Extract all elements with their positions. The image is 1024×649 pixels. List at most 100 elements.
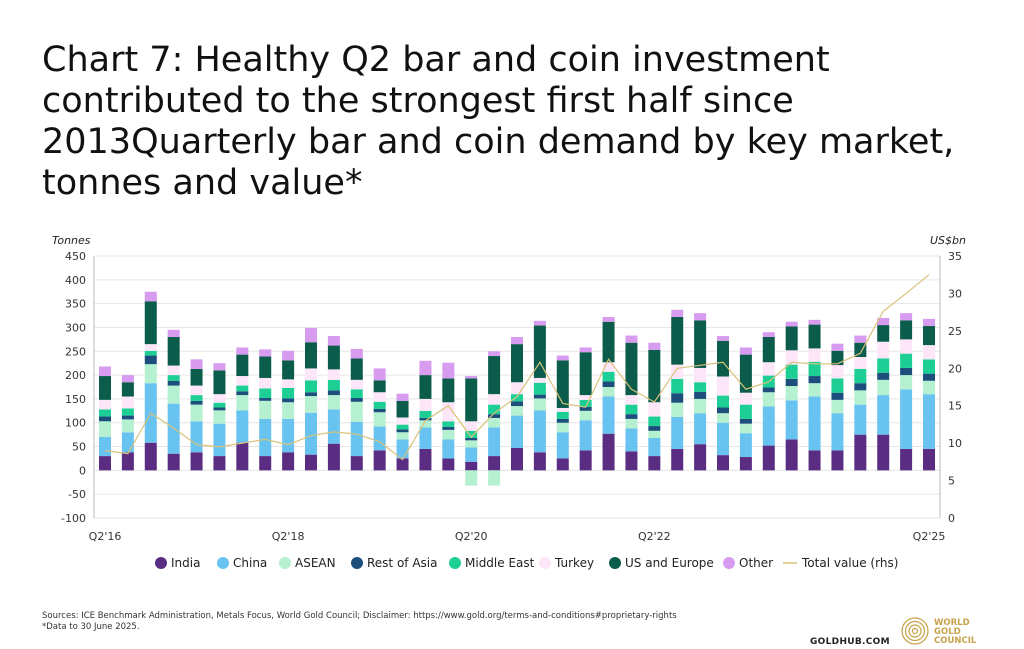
bar-segment-india bbox=[831, 450, 844, 471]
y-tick-label: 150 bbox=[65, 393, 86, 406]
bar-segment-middle-east bbox=[877, 358, 890, 373]
y-tick-label: 0 bbox=[79, 464, 86, 477]
bar-segment-asean bbox=[350, 401, 363, 422]
bar-segment-us-and-europe bbox=[259, 356, 272, 378]
bar-segment-middle-east bbox=[327, 379, 340, 391]
bar-segment-rest-of-asia bbox=[373, 408, 386, 413]
y-tick-label: 200 bbox=[65, 369, 86, 382]
bar-segment-turkey bbox=[533, 377, 546, 383]
bar-segment-china bbox=[99, 437, 111, 457]
bar-segment-asean bbox=[259, 400, 272, 419]
bar-segment-turkey bbox=[144, 344, 157, 351]
y2-tick-label: 30 bbox=[948, 287, 962, 300]
bar-segment-other bbox=[877, 317, 890, 326]
bar-segment-turkey bbox=[99, 399, 111, 410]
bar-segment-us-and-europe bbox=[808, 324, 821, 349]
goldhub-link[interactable]: GOLDHUB.COM bbox=[810, 637, 890, 647]
bar-segment-other bbox=[167, 329, 180, 337]
logo-line-3: COUNCIL bbox=[934, 636, 977, 646]
bar-segment-other bbox=[190, 359, 203, 369]
bar-segment-india bbox=[625, 451, 638, 471]
bar-segment-middle-east bbox=[282, 387, 295, 399]
bar-segment-india bbox=[579, 450, 592, 471]
bar-segment-other bbox=[717, 336, 729, 341]
bar-segment-india bbox=[305, 454, 317, 471]
legend-label: India bbox=[171, 556, 200, 570]
bar-segment-negative-us-and-europe- bbox=[465, 470, 478, 486]
world-gold-council-logo-icon bbox=[901, 617, 929, 645]
bar-segment-middle-east bbox=[373, 401, 386, 409]
bar-segment-india bbox=[900, 448, 913, 471]
bar-segment-india bbox=[190, 452, 203, 471]
bar-segment-middle-east bbox=[694, 382, 707, 392]
bar-segment-rest-of-asia bbox=[442, 427, 455, 430]
y-tick-label: 450 bbox=[65, 250, 86, 263]
bar-segment-china bbox=[121, 432, 134, 453]
bar-segment-china bbox=[694, 413, 707, 445]
bar-segment-china bbox=[648, 437, 661, 457]
total-value-line bbox=[104, 274, 930, 461]
bar-segment-turkey bbox=[694, 367, 707, 383]
bar-segment-us-and-europe bbox=[236, 354, 249, 377]
bar-segment-china bbox=[259, 418, 272, 457]
bar-segment-middle-east bbox=[442, 421, 455, 428]
bar-segment-rest-of-asia bbox=[717, 407, 729, 414]
bar-segment-rest-of-asia bbox=[625, 414, 638, 419]
bar-segment-rest-of-asia bbox=[99, 416, 111, 422]
bar-segment-india bbox=[808, 450, 821, 471]
bar-segment-asean bbox=[396, 432, 409, 440]
bar-segment-us-and-europe bbox=[282, 360, 295, 380]
bar-segment-rest-of-asia bbox=[488, 414, 501, 418]
y2-tick-label: 25 bbox=[948, 325, 962, 338]
bar-segment-rest-of-asia bbox=[327, 390, 340, 396]
bar-segment-other bbox=[854, 335, 867, 343]
bar-segment-middle-east bbox=[236, 385, 249, 392]
y-axis-unit-label: Tonnes bbox=[52, 234, 91, 247]
legend-label: US and Europe bbox=[625, 556, 714, 570]
bar-segment-rest-of-asia bbox=[396, 429, 409, 433]
bar-segment-asean bbox=[602, 387, 615, 397]
bar-segment-other bbox=[373, 368, 386, 381]
legend-swatch bbox=[155, 557, 167, 569]
bar-segment-asean bbox=[213, 410, 226, 424]
bar-segment-middle-east bbox=[190, 395, 203, 401]
bar-segment-asean bbox=[99, 421, 111, 438]
bar-segment-middle-east bbox=[785, 364, 798, 379]
bar-segment-middle-east bbox=[533, 382, 546, 395]
bar-segment-turkey bbox=[327, 369, 340, 380]
bar-segment-us-and-europe bbox=[602, 321, 615, 363]
bar-segment-middle-east bbox=[213, 402, 226, 408]
bar-segment-turkey bbox=[923, 345, 935, 360]
bar-segment-other bbox=[739, 347, 752, 355]
bar-segment-middle-east bbox=[121, 408, 134, 416]
sources-text: Sources: ICE Benchmark Administration, M… bbox=[42, 611, 677, 621]
bar-segment-us-and-europe bbox=[99, 376, 111, 400]
y-tick-label: 50 bbox=[72, 441, 86, 454]
bar-segment-other bbox=[465, 376, 478, 379]
bar-segment-china bbox=[579, 420, 592, 451]
bar-segment-middle-east bbox=[854, 368, 867, 384]
bar-segment-us-and-europe bbox=[511, 344, 523, 383]
bar-segment-china bbox=[808, 396, 821, 451]
bar-segment-turkey bbox=[625, 395, 638, 405]
bar-segment-china bbox=[373, 426, 386, 451]
bar-segment-rest-of-asia bbox=[579, 407, 592, 411]
legend-swatch bbox=[449, 557, 461, 569]
bar-segment-middle-east bbox=[419, 410, 432, 418]
bar-segment-middle-east bbox=[625, 404, 638, 415]
bar-segment-turkey bbox=[739, 392, 752, 405]
bar-segment-india bbox=[350, 456, 363, 471]
legend-label: China bbox=[233, 556, 267, 570]
bar-segment-middle-east bbox=[350, 389, 363, 398]
bar-segment-turkey bbox=[121, 396, 134, 409]
bar-segment-rest-of-asia bbox=[350, 397, 363, 402]
bar-segment-turkey bbox=[648, 402, 661, 417]
y-tick-label: 100 bbox=[65, 417, 86, 430]
bar-segment-other bbox=[900, 313, 913, 321]
bar-segment-other bbox=[442, 362, 455, 379]
bar-segment-rest-of-asia bbox=[305, 392, 317, 397]
bar-segment-asean bbox=[717, 413, 729, 423]
bar-chart: -100 -50 0 50 100 150 200 250 300 350 400 450 0 5 10 15… bbox=[61, 250, 962, 570]
bar-segment-india bbox=[923, 448, 935, 471]
bar-segment-middle-east bbox=[831, 378, 844, 393]
